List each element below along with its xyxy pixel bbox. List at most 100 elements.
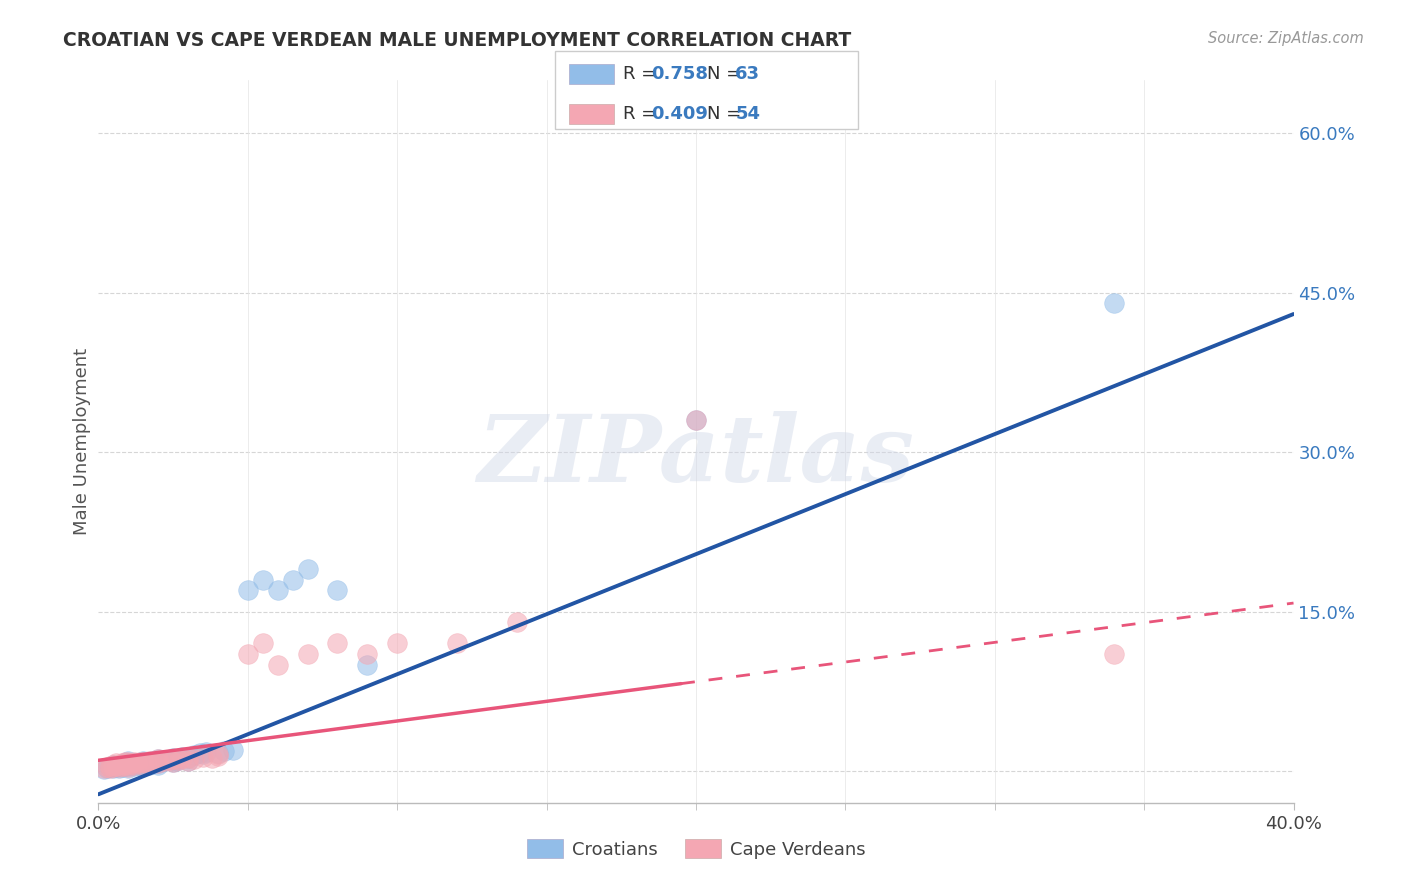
Point bbox=[96, 761, 118, 775]
Text: 63: 63 bbox=[735, 65, 761, 83]
Point bbox=[252, 636, 274, 650]
Point bbox=[150, 756, 173, 770]
Point bbox=[165, 755, 187, 769]
Point bbox=[127, 756, 149, 771]
Point bbox=[162, 756, 184, 770]
Point bbox=[167, 753, 190, 767]
Point bbox=[162, 756, 184, 770]
Point bbox=[108, 760, 131, 774]
Point bbox=[222, 742, 245, 756]
Point bbox=[141, 756, 163, 770]
Point bbox=[132, 756, 155, 770]
Point bbox=[105, 756, 128, 771]
Point bbox=[132, 757, 155, 772]
Point bbox=[117, 756, 139, 770]
Point bbox=[207, 746, 229, 760]
Point bbox=[117, 757, 139, 772]
Point bbox=[201, 751, 224, 765]
Point bbox=[105, 758, 128, 772]
Point bbox=[114, 758, 136, 772]
Point bbox=[148, 755, 170, 769]
Point bbox=[326, 583, 349, 598]
Point bbox=[148, 756, 170, 771]
Point bbox=[148, 757, 170, 772]
Point bbox=[111, 760, 134, 774]
Point bbox=[326, 636, 349, 650]
Point bbox=[127, 757, 149, 772]
Point bbox=[98, 761, 122, 775]
Point bbox=[103, 761, 125, 775]
Point bbox=[506, 615, 529, 630]
Point bbox=[111, 758, 134, 772]
Text: R =: R = bbox=[623, 105, 662, 123]
Legend: Croatians, Cape Verdeans: Croatians, Cape Verdeans bbox=[519, 832, 873, 866]
Point bbox=[446, 636, 468, 650]
Point bbox=[162, 751, 184, 765]
Point bbox=[153, 755, 176, 769]
Point bbox=[236, 647, 259, 661]
Point bbox=[156, 753, 179, 767]
Point bbox=[124, 756, 146, 770]
Point bbox=[191, 747, 214, 761]
Point bbox=[129, 756, 152, 771]
Point bbox=[98, 758, 122, 772]
Point bbox=[685, 413, 707, 427]
Point bbox=[117, 761, 139, 775]
Point bbox=[177, 751, 200, 765]
Point bbox=[159, 753, 181, 767]
Point bbox=[267, 657, 290, 672]
Point bbox=[153, 755, 176, 769]
Text: N =: N = bbox=[707, 65, 747, 83]
Point bbox=[93, 762, 115, 776]
Point bbox=[685, 413, 707, 427]
Point bbox=[117, 760, 139, 774]
Point bbox=[281, 573, 304, 587]
Point bbox=[135, 756, 157, 771]
Point bbox=[135, 756, 157, 771]
Point bbox=[356, 647, 378, 661]
Point bbox=[132, 755, 155, 769]
Text: 0.758: 0.758 bbox=[651, 65, 709, 83]
Point bbox=[183, 752, 205, 766]
Point bbox=[117, 758, 139, 772]
Y-axis label: Male Unemployment: Male Unemployment bbox=[73, 348, 91, 535]
Text: ZIPatlas: ZIPatlas bbox=[478, 411, 914, 501]
Point bbox=[183, 747, 205, 762]
Point bbox=[117, 757, 139, 772]
Point bbox=[120, 756, 142, 771]
Point bbox=[124, 758, 146, 772]
Point bbox=[167, 752, 190, 766]
Point bbox=[114, 757, 136, 772]
Point bbox=[1104, 296, 1126, 310]
Point bbox=[93, 761, 115, 775]
Point bbox=[124, 756, 146, 771]
Point bbox=[148, 752, 170, 766]
Point bbox=[132, 758, 155, 772]
Text: CROATIAN VS CAPE VERDEAN MALE UNEMPLOYMENT CORRELATION CHART: CROATIAN VS CAPE VERDEAN MALE UNEMPLOYME… bbox=[63, 31, 852, 50]
Point bbox=[177, 755, 200, 769]
Point bbox=[162, 753, 184, 767]
Point bbox=[132, 756, 155, 770]
Point bbox=[141, 755, 163, 769]
Point bbox=[108, 757, 131, 772]
Point bbox=[195, 745, 218, 759]
Text: 54: 54 bbox=[735, 105, 761, 123]
Point bbox=[207, 749, 229, 764]
Point bbox=[172, 751, 194, 765]
Text: N =: N = bbox=[707, 105, 747, 123]
Point bbox=[105, 760, 128, 774]
Point bbox=[148, 756, 170, 771]
Point bbox=[297, 647, 319, 661]
Point bbox=[103, 757, 125, 772]
Point bbox=[356, 657, 378, 672]
Point bbox=[124, 757, 146, 772]
Point bbox=[117, 755, 139, 769]
Point bbox=[148, 752, 170, 766]
Text: 0.409: 0.409 bbox=[651, 105, 707, 123]
Point bbox=[1104, 647, 1126, 661]
Text: Source: ZipAtlas.com: Source: ZipAtlas.com bbox=[1208, 31, 1364, 46]
Point bbox=[177, 751, 200, 765]
Point bbox=[385, 636, 409, 650]
Point bbox=[108, 758, 131, 772]
Point bbox=[111, 757, 134, 772]
